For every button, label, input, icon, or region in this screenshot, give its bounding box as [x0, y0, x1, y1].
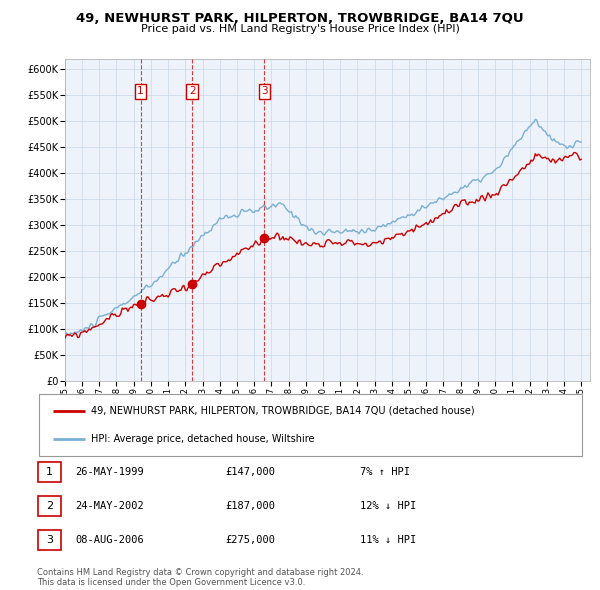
Text: 7% ↑ HPI: 7% ↑ HPI: [360, 467, 410, 477]
Text: £187,000: £187,000: [225, 502, 275, 511]
Text: 2: 2: [189, 86, 196, 96]
Text: 1: 1: [46, 467, 53, 477]
Text: 11% ↓ HPI: 11% ↓ HPI: [360, 535, 416, 545]
FancyBboxPatch shape: [38, 530, 61, 550]
Text: HPI: Average price, detached house, Wiltshire: HPI: Average price, detached house, Wilt…: [91, 434, 314, 444]
Text: Price paid vs. HM Land Registry's House Price Index (HPI): Price paid vs. HM Land Registry's House …: [140, 24, 460, 34]
Text: 26-MAY-1999: 26-MAY-1999: [75, 467, 144, 477]
Text: Contains HM Land Registry data © Crown copyright and database right 2024.
This d: Contains HM Land Registry data © Crown c…: [37, 568, 364, 587]
FancyBboxPatch shape: [38, 496, 61, 516]
FancyBboxPatch shape: [39, 394, 582, 456]
Text: 2: 2: [46, 502, 53, 511]
Text: £275,000: £275,000: [225, 535, 275, 545]
Text: 24-MAY-2002: 24-MAY-2002: [75, 502, 144, 511]
Text: 49, NEWHURST PARK, HILPERTON, TROWBRIDGE, BA14 7QU (detached house): 49, NEWHURST PARK, HILPERTON, TROWBRIDGE…: [91, 406, 474, 416]
Text: £147,000: £147,000: [225, 467, 275, 477]
Text: 12% ↓ HPI: 12% ↓ HPI: [360, 502, 416, 511]
Text: 49, NEWHURST PARK, HILPERTON, TROWBRIDGE, BA14 7QU: 49, NEWHURST PARK, HILPERTON, TROWBRIDGE…: [76, 12, 524, 25]
Text: 1: 1: [137, 86, 144, 96]
Text: 3: 3: [46, 535, 53, 545]
Text: 3: 3: [261, 86, 268, 96]
Text: 08-AUG-2006: 08-AUG-2006: [75, 535, 144, 545]
FancyBboxPatch shape: [38, 462, 61, 482]
